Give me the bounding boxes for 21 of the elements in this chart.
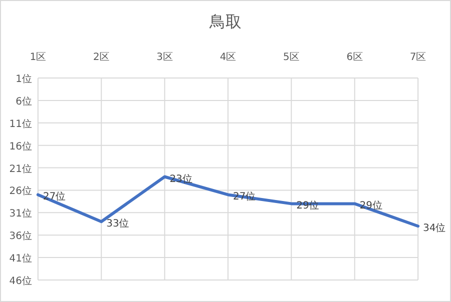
x-tick-label: 3区 <box>156 52 173 63</box>
data-label: 34位 <box>423 222 446 234</box>
y-tick-label: 21位 <box>9 162 32 175</box>
x-tick-label: 7区 <box>410 52 426 63</box>
y-tick-label: 31位 <box>9 208 32 220</box>
x-tick-label: 5区 <box>283 52 300 63</box>
y-tick-label: 36位 <box>9 230 32 242</box>
y-tick-label: 11位 <box>9 118 32 130</box>
data-label: 33位 <box>106 218 130 230</box>
x-tick-label: 2区 <box>93 52 110 63</box>
y-tick-label: 41位 <box>9 252 32 265</box>
x-tick-label: 1区 <box>30 52 46 63</box>
y-tick-label: 6位 <box>16 95 32 108</box>
y-tick-label: 46位 <box>9 275 32 287</box>
y-tick-label: 1位 <box>16 73 32 85</box>
x-tick-label: 6区 <box>346 52 363 63</box>
line-series <box>36 175 420 228</box>
y-tick-label: 26位 <box>9 185 32 198</box>
chart-title: 鳥取 <box>208 12 242 31</box>
y-tick-label: 16位 <box>9 140 32 152</box>
x-tick-label: 4区 <box>220 52 236 63</box>
